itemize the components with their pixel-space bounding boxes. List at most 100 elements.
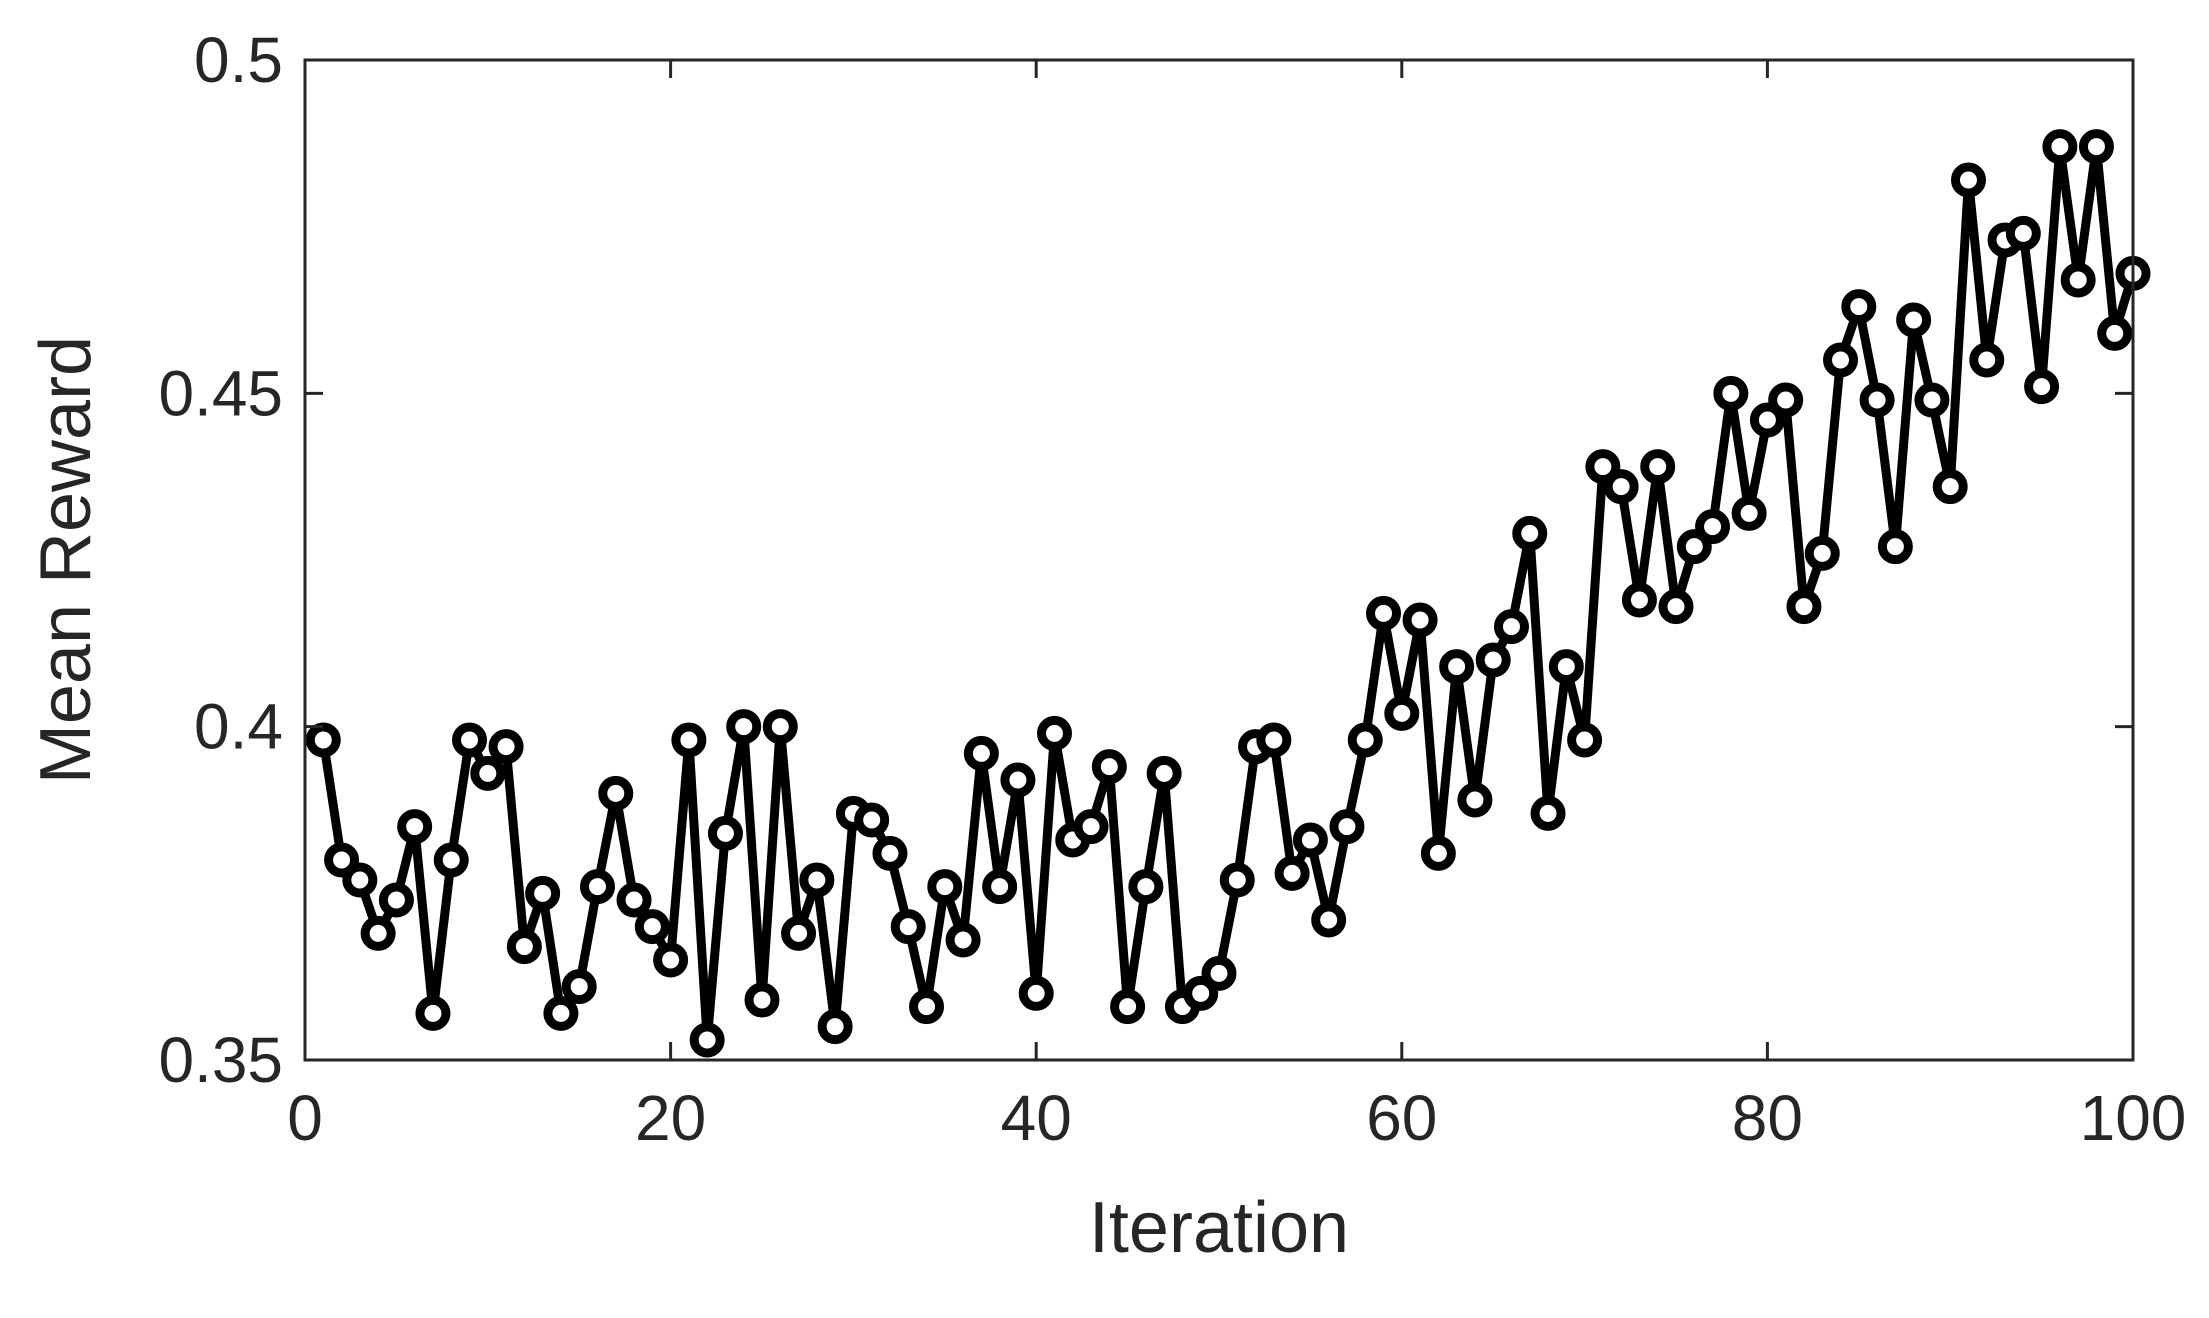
y-tick-label: 0.4 <box>194 691 283 763</box>
data-point <box>543 995 579 1031</box>
data-point <box>1347 722 1383 758</box>
data-point <box>890 909 926 945</box>
data-point <box>1292 822 1328 858</box>
data-point <box>1018 975 1054 1011</box>
data-point <box>1000 762 1036 798</box>
data-point <box>1201 955 1237 991</box>
data-point <box>616 882 652 918</box>
x-axis-label: Iteration <box>1089 1188 1349 1268</box>
data-point <box>506 929 542 965</box>
data-point <box>982 869 1018 905</box>
data-point <box>1914 382 1950 418</box>
data-point <box>1091 749 1127 785</box>
data-point <box>1512 515 1548 551</box>
data-point <box>1548 649 1584 685</box>
data-point <box>1859 382 1895 418</box>
data-point <box>2042 129 2078 165</box>
x-tick-label: 100 <box>2080 1082 2187 1154</box>
data-point <box>324 842 360 878</box>
data-point <box>525 875 561 911</box>
data-point <box>1329 809 1365 845</box>
data-point <box>1877 529 1913 565</box>
data-point <box>1658 589 1694 625</box>
x-tick-label: 60 <box>1366 1082 1437 1154</box>
data-point <box>1256 722 1292 758</box>
data-point <box>1475 642 1511 678</box>
data-point <box>2005 215 2041 251</box>
data-point <box>1183 975 1219 1011</box>
data-point <box>799 862 835 898</box>
y-axis-label: Mean Reward <box>26 336 106 784</box>
data-point <box>854 802 890 838</box>
data-point <box>1036 715 1072 751</box>
data-point <box>1146 755 1182 791</box>
data-point <box>360 915 396 951</box>
data-point <box>470 755 506 791</box>
data-point <box>1823 342 1859 378</box>
data-point <box>2060 262 2096 298</box>
data-point <box>1219 862 1255 898</box>
data-point <box>1439 649 1475 685</box>
data-point <box>488 729 524 765</box>
data-point <box>1768 382 1804 418</box>
data-point <box>927 869 963 905</box>
plot-frame <box>303 58 2135 1062</box>
data-point <box>2078 129 2114 165</box>
data-point <box>707 815 743 851</box>
data-point <box>1749 402 1785 438</box>
data-point <box>561 969 597 1005</box>
data-point <box>762 709 798 745</box>
data-point <box>634 909 670 945</box>
data-point <box>744 982 780 1018</box>
data-point <box>1567 722 1603 758</box>
data-point <box>1841 289 1877 325</box>
data-point <box>1950 162 1986 198</box>
x-tick-label: 20 <box>635 1082 706 1154</box>
tick-layer: 0 20 40 60 80 100 0.35 0.4 0.45 0.5 <box>158 24 2186 1154</box>
data-point <box>415 995 451 1031</box>
series-line <box>318 142 2138 1045</box>
data-point <box>1585 449 1621 485</box>
data-point <box>1493 609 1529 645</box>
data-point <box>305 722 341 758</box>
data-point <box>872 835 908 871</box>
data-point <box>452 722 488 758</box>
data-point <box>653 942 689 978</box>
data-point <box>1311 902 1347 938</box>
data-point <box>1695 509 1731 545</box>
data-point <box>726 709 762 745</box>
x-tick-label: 80 <box>1732 1082 1803 1154</box>
data-point <box>342 862 378 898</box>
data-point <box>909 989 945 1025</box>
data-point <box>1073 809 1109 845</box>
data-point <box>1457 782 1493 818</box>
data-point <box>1366 595 1402 631</box>
data-point <box>1603 469 1639 505</box>
data-layer <box>305 129 2151 1058</box>
data-point <box>1969 342 2005 378</box>
data-point <box>1932 469 1968 505</box>
data-point <box>1713 375 1749 411</box>
y-tick-label: 0.35 <box>158 1024 283 1096</box>
data-point <box>689 1022 725 1058</box>
x-tick-label: 0 <box>287 1082 323 1154</box>
data-point <box>378 882 414 918</box>
data-point <box>781 915 817 951</box>
x-tick-label: 40 <box>1001 1082 1072 1154</box>
data-point <box>1530 795 1566 831</box>
data-point <box>1640 449 1676 485</box>
data-point <box>817 1009 853 1045</box>
data-point <box>1402 602 1438 638</box>
data-point <box>1274 855 1310 891</box>
data-point <box>598 775 634 811</box>
y-tick-label: 0.45 <box>158 357 283 429</box>
data-point <box>963 735 999 771</box>
data-point <box>1786 589 1822 625</box>
data-point <box>2024 369 2060 405</box>
data-point <box>1804 535 1840 571</box>
data-point <box>2097 315 2133 351</box>
data-point <box>1420 835 1456 871</box>
data-point <box>1128 869 1164 905</box>
data-point <box>1621 582 1657 618</box>
data-point <box>671 722 707 758</box>
